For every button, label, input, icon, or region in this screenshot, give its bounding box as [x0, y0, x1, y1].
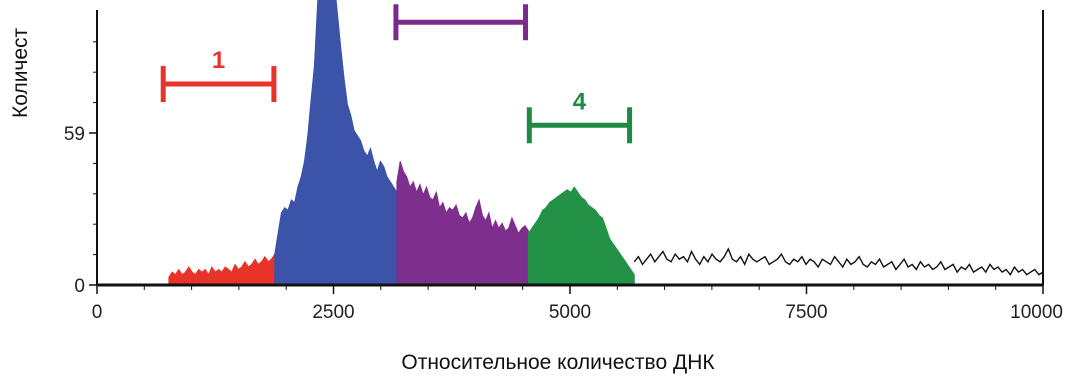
- axes: 0 59 0 2500 5000 7500 10000: [64, 10, 1063, 323]
- x-axis-title: Относительное количество ДНК: [401, 351, 715, 374]
- series-area-0: [168, 252, 276, 286]
- x-tick-label: 5000: [549, 302, 591, 323]
- gate-2: 4: [526, 88, 633, 144]
- x-tick-label: 7500: [785, 302, 827, 323]
- gate-0: 1: [160, 47, 277, 103]
- y-tick-label: 0: [74, 276, 85, 297]
- gate-label: 4: [573, 88, 587, 115]
- y-tick-label: 59: [64, 124, 85, 145]
- gates: 14: [160, 4, 633, 144]
- series-area-2: [396, 161, 529, 286]
- series-line-4: [633, 247, 1044, 276]
- x-tick-label: 2500: [312, 302, 354, 323]
- x-tick-label: 10000: [1010, 302, 1063, 323]
- gate-label: 1: [212, 47, 225, 74]
- histogram-series: [168, 0, 1044, 286]
- x-tick-label: 0: [92, 302, 103, 323]
- series-area-1: [274, 0, 398, 286]
- y-axis-title: Количест: [9, 27, 32, 118]
- gate-1: [393, 4, 529, 41]
- series-area-3: [527, 186, 635, 286]
